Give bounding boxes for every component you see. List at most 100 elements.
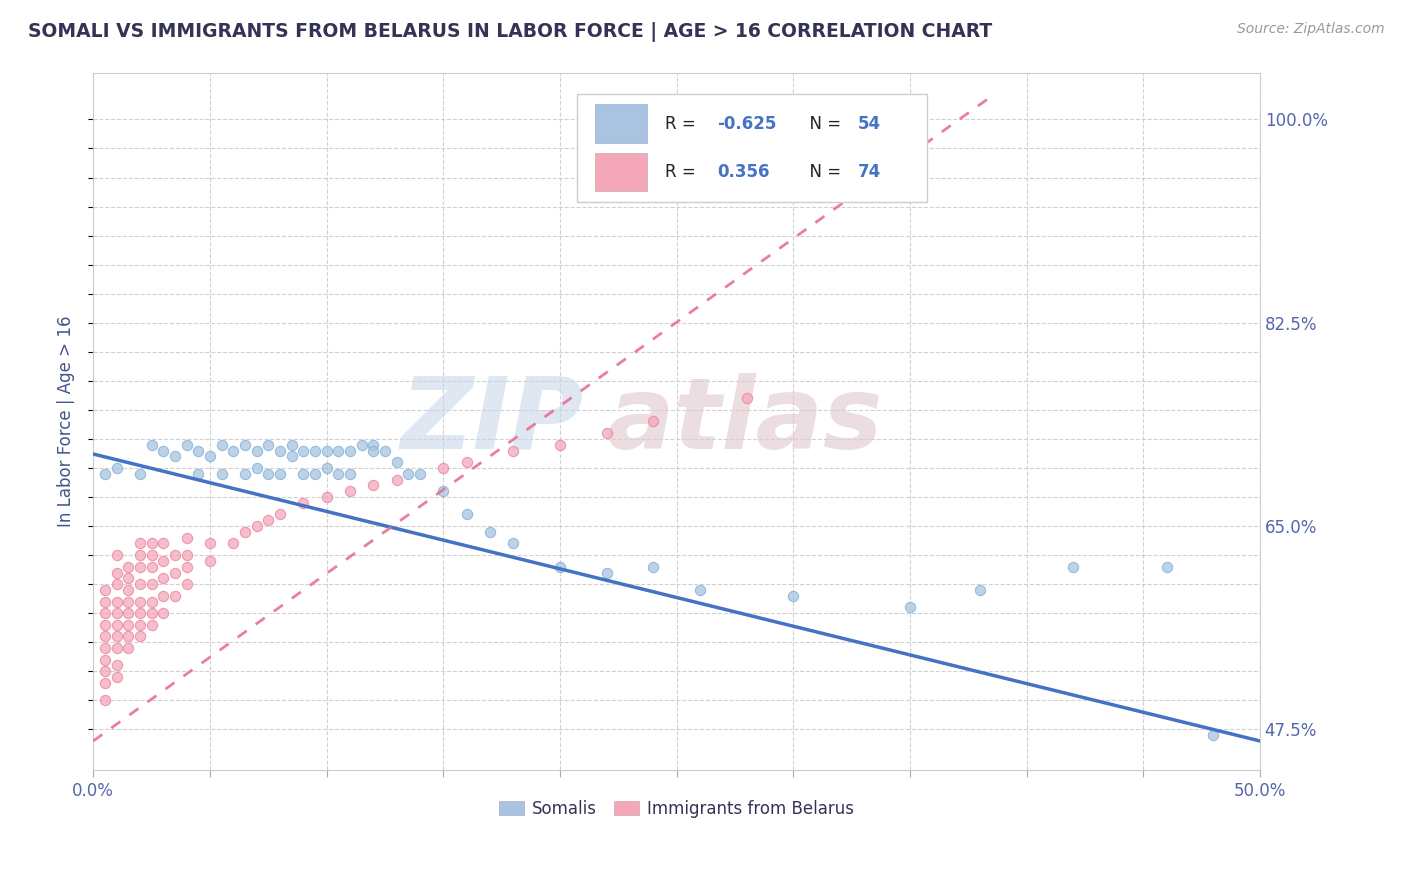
- Point: [163, 450, 186, 464]
- Point: [782, 589, 804, 603]
- Point: [280, 450, 302, 464]
- Point: [105, 548, 128, 562]
- Point: [129, 617, 152, 632]
- Point: [176, 438, 198, 452]
- Point: [152, 443, 174, 458]
- Bar: [595, 104, 647, 143]
- Point: [409, 467, 432, 481]
- Point: [198, 536, 221, 550]
- Point: [129, 467, 152, 481]
- Point: [315, 461, 337, 475]
- Point: [548, 559, 571, 574]
- Point: [292, 467, 315, 481]
- Point: [432, 461, 454, 475]
- Point: [222, 443, 245, 458]
- Point: [187, 443, 209, 458]
- Point: [117, 582, 139, 597]
- Point: [105, 577, 128, 591]
- Point: [339, 443, 361, 458]
- Point: [245, 461, 267, 475]
- Point: [105, 594, 128, 608]
- Point: [643, 559, 665, 574]
- Point: [94, 582, 117, 597]
- Point: [141, 617, 163, 632]
- Point: [141, 594, 163, 608]
- Point: [339, 484, 361, 499]
- Point: [163, 548, 186, 562]
- Point: [969, 582, 991, 597]
- Point: [129, 606, 152, 620]
- Point: [94, 617, 117, 632]
- Point: [163, 589, 186, 603]
- Point: [117, 629, 139, 643]
- Text: 0.356: 0.356: [717, 163, 770, 181]
- Point: [117, 606, 139, 620]
- Point: [105, 606, 128, 620]
- Point: [595, 566, 617, 580]
- Point: [233, 438, 256, 452]
- Point: [94, 640, 117, 655]
- Point: [233, 467, 256, 481]
- Point: [502, 443, 524, 458]
- Text: N =: N =: [799, 163, 846, 181]
- Point: [1156, 559, 1178, 574]
- Point: [269, 467, 291, 481]
- Point: [105, 629, 128, 643]
- Point: [385, 455, 408, 469]
- Point: [176, 559, 198, 574]
- Point: [198, 450, 221, 464]
- Point: [304, 467, 326, 481]
- Point: [105, 461, 128, 475]
- Point: [689, 582, 711, 597]
- Text: R =: R =: [665, 163, 700, 181]
- Point: [129, 559, 152, 574]
- Point: [94, 606, 117, 620]
- Point: [280, 438, 302, 452]
- FancyBboxPatch shape: [578, 94, 928, 202]
- Text: atlas: atlas: [606, 373, 883, 470]
- Point: [117, 571, 139, 585]
- Point: [94, 653, 117, 667]
- Point: [456, 455, 478, 469]
- Point: [152, 606, 174, 620]
- Point: [129, 536, 152, 550]
- Point: [187, 467, 209, 481]
- Point: [105, 658, 128, 673]
- Point: [117, 559, 139, 574]
- Legend: Somalis, Immigrants from Belarus: Somalis, Immigrants from Belarus: [492, 793, 860, 824]
- Point: [735, 391, 758, 405]
- Point: [141, 548, 163, 562]
- Text: 54: 54: [858, 114, 880, 133]
- Point: [432, 484, 454, 499]
- Point: [176, 577, 198, 591]
- Point: [292, 443, 315, 458]
- Point: [176, 548, 198, 562]
- Point: [163, 566, 186, 580]
- Text: ZIP: ZIP: [401, 373, 583, 470]
- Point: [898, 600, 921, 615]
- Point: [245, 443, 267, 458]
- Point: [94, 676, 117, 690]
- Point: [94, 629, 117, 643]
- Text: SOMALI VS IMMIGRANTS FROM BELARUS IN LABOR FORCE | AGE > 16 CORRELATION CHART: SOMALI VS IMMIGRANTS FROM BELARUS IN LAB…: [28, 22, 993, 42]
- Point: [257, 438, 280, 452]
- Point: [94, 594, 117, 608]
- Point: [141, 606, 163, 620]
- Point: [94, 467, 117, 481]
- Point: [129, 577, 152, 591]
- Point: [478, 524, 501, 539]
- Point: [94, 693, 117, 707]
- Point: [269, 443, 291, 458]
- Point: [117, 640, 139, 655]
- Point: [595, 426, 617, 441]
- Point: [328, 443, 350, 458]
- Point: [152, 571, 174, 585]
- Point: [198, 554, 221, 568]
- Point: [105, 617, 128, 632]
- Point: [257, 513, 280, 527]
- Point: [141, 559, 163, 574]
- Text: R =: R =: [665, 114, 700, 133]
- Point: [350, 438, 373, 452]
- Point: [361, 478, 384, 492]
- Bar: [595, 153, 647, 192]
